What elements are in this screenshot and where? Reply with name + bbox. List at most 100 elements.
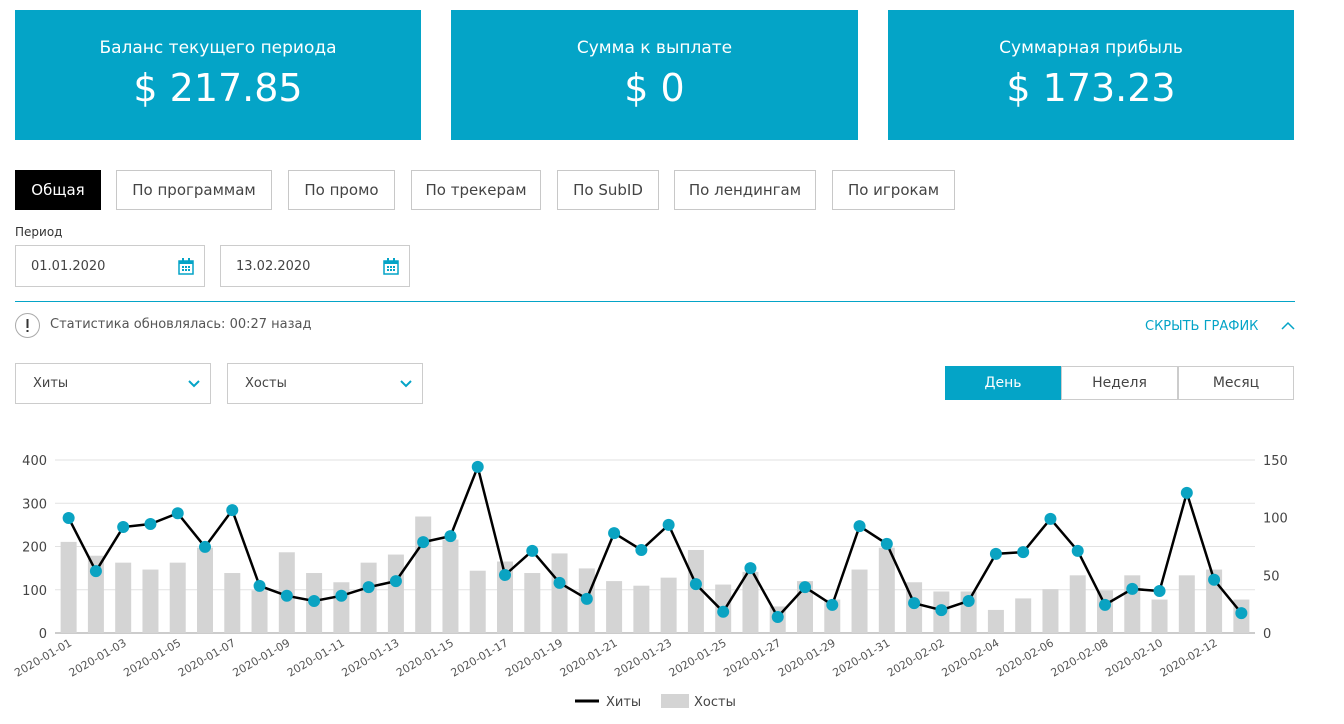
bar [306, 573, 323, 633]
point [526, 544, 539, 557]
date-text: 01.01.2020 [31, 259, 106, 274]
legend-label: Хосты [694, 695, 736, 710]
card-value: $ 173.23 [1006, 66, 1176, 110]
x-tick-label: 2020-01-25 [667, 636, 729, 679]
bar [1178, 575, 1195, 633]
point [689, 578, 702, 591]
divider [15, 301, 1295, 302]
payout-card: Сумма к выплате $ 0 [451, 10, 858, 140]
point [1126, 582, 1139, 595]
point [171, 507, 184, 520]
bar [360, 562, 377, 633]
y-tick-label: 300 [22, 497, 47, 512]
bar [797, 581, 813, 633]
point [908, 597, 921, 610]
bar [987, 609, 1004, 633]
bar [60, 541, 77, 633]
x-tick-label: 2020-01-21 [558, 636, 620, 679]
y2-tick-label: 150 [1263, 454, 1288, 469]
point [499, 569, 511, 582]
point [280, 589, 293, 602]
point [771, 610, 784, 623]
card-title: Баланс текущего периода [99, 38, 337, 58]
bar [1097, 590, 1113, 633]
tab[interactable]: По игрокам [832, 170, 955, 210]
card-title: Суммарная прибыль [999, 38, 1183, 58]
metric-select[interactable]: Хиты [15, 363, 211, 404]
x-tick-label: 2020-01-07 [176, 636, 238, 679]
range-button[interactable]: Месяц [1178, 366, 1294, 400]
x-tick-label: 2020-01-03 [67, 636, 129, 679]
x-tick-label: 2020-01-23 [612, 636, 674, 679]
bar [578, 568, 595, 633]
x-tick-label: 2020-01-27 [721, 636, 783, 679]
y-tick-label: 100 [22, 584, 47, 599]
point [117, 521, 130, 534]
bar [333, 582, 350, 633]
chevron-down [400, 380, 412, 388]
tab[interactable]: По SubID [557, 170, 659, 210]
bar [442, 539, 459, 633]
bar [1042, 589, 1059, 633]
bar [1069, 575, 1086, 633]
period-label: Период [15, 225, 63, 239]
select-text: Хосты [245, 376, 287, 391]
point [744, 562, 757, 575]
bar [551, 553, 568, 633]
point [826, 598, 839, 611]
tab[interactable]: По лендингам [674, 170, 816, 210]
point [362, 581, 375, 594]
y-tick-label: 200 [22, 541, 47, 556]
bar [1124, 575, 1141, 633]
bar [469, 570, 486, 633]
card-value: $ 217.85 [133, 66, 303, 110]
point [799, 581, 811, 594]
chevron-down [188, 380, 200, 388]
bar [960, 591, 977, 633]
point [580, 592, 593, 605]
calendar-icon [383, 258, 399, 275]
point [717, 605, 730, 618]
range-button[interactable]: День [945, 366, 1061, 400]
point [1099, 598, 1111, 611]
bar [387, 554, 404, 633]
bar [1151, 599, 1168, 633]
bar [87, 555, 104, 633]
point [1180, 486, 1193, 499]
bar [251, 590, 268, 633]
metric-select[interactable]: Хосты [227, 363, 423, 404]
tab[interactable]: По программам [116, 170, 272, 210]
range-button[interactable]: Неделя [1061, 366, 1178, 400]
x-tick-label: 2020-01-17 [449, 636, 511, 679]
point [62, 511, 75, 524]
bar [115, 562, 132, 633]
point [1235, 607, 1248, 620]
card-value: $ 0 [624, 66, 685, 110]
x-tick-label: 2020-02-12 [1158, 636, 1220, 679]
x-tick-label: 2020-01-05 [121, 636, 183, 679]
point [935, 604, 948, 617]
bar [1015, 598, 1032, 633]
calendar-icon [178, 258, 194, 275]
bar [1233, 599, 1250, 633]
date-from[interactable]: 01.01.2020 [15, 245, 205, 287]
y-tick-label: 400 [22, 454, 47, 469]
bar [715, 584, 732, 633]
x-tick-label: 2020-02-10 [1103, 636, 1165, 679]
y2-tick-label: 100 [1263, 512, 1288, 527]
date-to[interactable]: 13.02.2020 [220, 245, 410, 287]
point [608, 527, 621, 540]
bar [497, 561, 513, 633]
bar [769, 606, 786, 633]
bar [524, 573, 541, 633]
hide-chart-link[interactable]: СКРЫТЬ ГРАФИК [1145, 319, 1259, 334]
bar [1206, 569, 1223, 633]
tab[interactable]: По промо [288, 170, 395, 210]
bar [742, 571, 759, 633]
point [880, 537, 893, 550]
tab[interactable]: По трекерам [411, 170, 541, 210]
bar [142, 569, 159, 633]
point [389, 575, 402, 588]
x-tick-label: 2020-01-31 [830, 636, 892, 679]
tab[interactable]: Общая [15, 170, 101, 210]
